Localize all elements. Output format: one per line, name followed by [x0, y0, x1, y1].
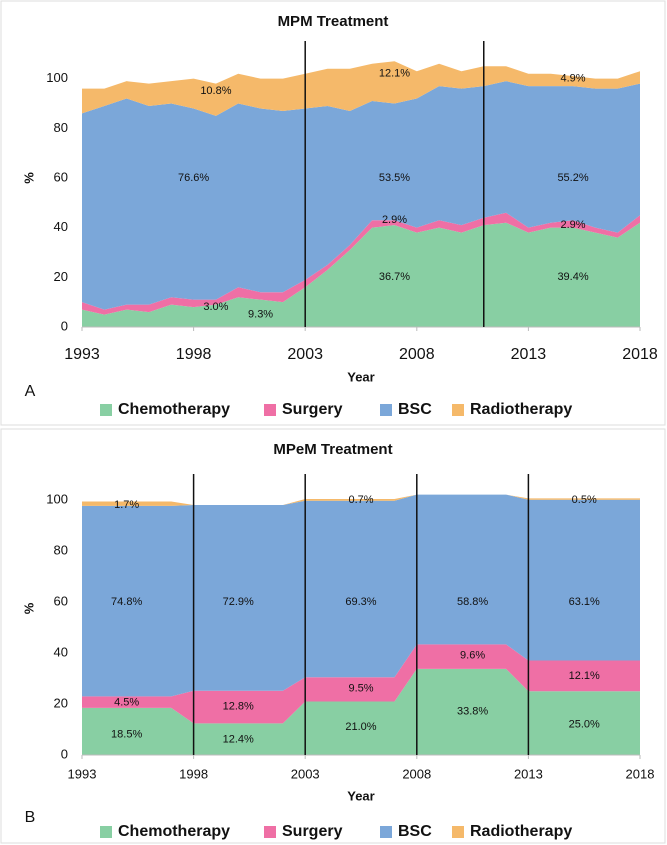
x-tick-label: 2018 — [626, 766, 655, 781]
annotation: 21.0% — [345, 721, 376, 733]
panel-border — [0, 428, 666, 844]
annotation: 25.0% — [569, 718, 600, 730]
panel-label: B — [25, 809, 36, 826]
x-axis-label: Year — [347, 788, 374, 803]
chart-title: MPeM Treatment — [273, 441, 392, 458]
legend-label: Chemotherapy — [118, 823, 230, 840]
x-tick-label: 2003 — [291, 766, 320, 781]
legend-swatch — [100, 826, 112, 838]
annotation: 9.5% — [348, 683, 373, 695]
y-tick-label: 0 — [61, 746, 68, 761]
annotation: 0.5% — [572, 494, 597, 506]
x-axis-label: Year — [347, 369, 374, 384]
annotation: 72.9% — [223, 596, 254, 608]
legend-swatch — [264, 404, 276, 416]
legend-label: Radiotherapy — [470, 401, 572, 418]
x-tick-label: 1998 — [179, 766, 208, 781]
annotation: 10.8% — [200, 85, 231, 97]
y-tick-label: 80 — [54, 543, 68, 558]
legend-label: Radiotherapy — [470, 823, 572, 840]
x-tick-label: 2003 — [287, 346, 323, 363]
area — [82, 61, 640, 116]
y-tick-label: 20 — [54, 695, 68, 710]
annotation: 18.5% — [111, 729, 142, 741]
legend-swatch — [452, 826, 464, 838]
annotation: 4.9% — [561, 73, 586, 85]
legend-swatch — [452, 404, 464, 416]
annotation: 12.1% — [379, 68, 410, 80]
annotation: 58.8% — [457, 596, 488, 608]
annotation: 0.7% — [348, 494, 373, 506]
area — [82, 494, 640, 506]
y-tick-label: 100 — [46, 70, 68, 85]
area — [82, 222, 640, 327]
y-tick-label: 100 — [46, 492, 68, 507]
x-tick-label: 2008 — [399, 346, 435, 363]
area — [82, 644, 640, 724]
y-tick-label: 40 — [54, 645, 68, 660]
x-tick-label: 2018 — [622, 346, 658, 363]
x-tick-label: 2013 — [514, 766, 543, 781]
legend-swatch — [380, 826, 392, 838]
annotation: 9.3% — [248, 308, 273, 320]
y-tick-label: 60 — [54, 594, 68, 609]
legend-swatch — [380, 404, 392, 416]
annotation: 1.7% — [114, 499, 139, 511]
x-tick-label: 1993 — [68, 766, 97, 781]
y-tick-label: 40 — [54, 219, 68, 234]
annotation: 12.1% — [569, 670, 600, 682]
annotation: 33.8% — [457, 706, 488, 718]
annotation: 12.8% — [223, 700, 254, 712]
annotation: 9.6% — [460, 650, 485, 662]
annotation: 3.0% — [203, 301, 228, 313]
annotation: 2.9% — [561, 219, 586, 231]
y-tick-label: 60 — [54, 169, 68, 184]
legend-swatch — [264, 826, 276, 838]
annotation: 2.9% — [382, 214, 407, 226]
panel-label: A — [25, 383, 36, 400]
area — [82, 81, 640, 310]
annotation: 4.5% — [114, 697, 139, 709]
legend-label: Surgery — [282, 401, 343, 418]
area — [82, 668, 640, 755]
annotation: 69.3% — [345, 596, 376, 608]
panel-border — [0, 0, 666, 426]
annotation: 39.4% — [557, 271, 588, 283]
chart-title: MPM Treatment — [278, 13, 389, 30]
x-tick-label: 1993 — [64, 346, 100, 363]
annotation: 55.2% — [557, 172, 588, 184]
area — [82, 212, 640, 315]
y-axis-label: % — [21, 172, 36, 184]
x-tick-label: 2013 — [511, 346, 547, 363]
y-tick-label: 80 — [54, 120, 68, 135]
legend-label: Chemotherapy — [118, 401, 230, 418]
legend-label: BSC — [398, 401, 432, 418]
legend-label: BSC — [398, 823, 432, 840]
area — [82, 494, 640, 697]
y-axis-label: % — [21, 602, 36, 614]
annotation: 74.8% — [111, 596, 142, 608]
annotation: 36.7% — [379, 271, 410, 283]
annotation: 53.5% — [379, 172, 410, 184]
x-tick-label: 1998 — [176, 346, 212, 363]
legend-swatch — [100, 404, 112, 416]
y-tick-label: 0 — [61, 318, 68, 333]
annotation: 63.1% — [569, 596, 600, 608]
annotation: 76.6% — [178, 172, 209, 184]
legend-label: Surgery — [282, 823, 343, 840]
annotation: 12.4% — [223, 734, 254, 746]
x-tick-label: 2008 — [402, 766, 431, 781]
y-tick-label: 20 — [54, 269, 68, 284]
